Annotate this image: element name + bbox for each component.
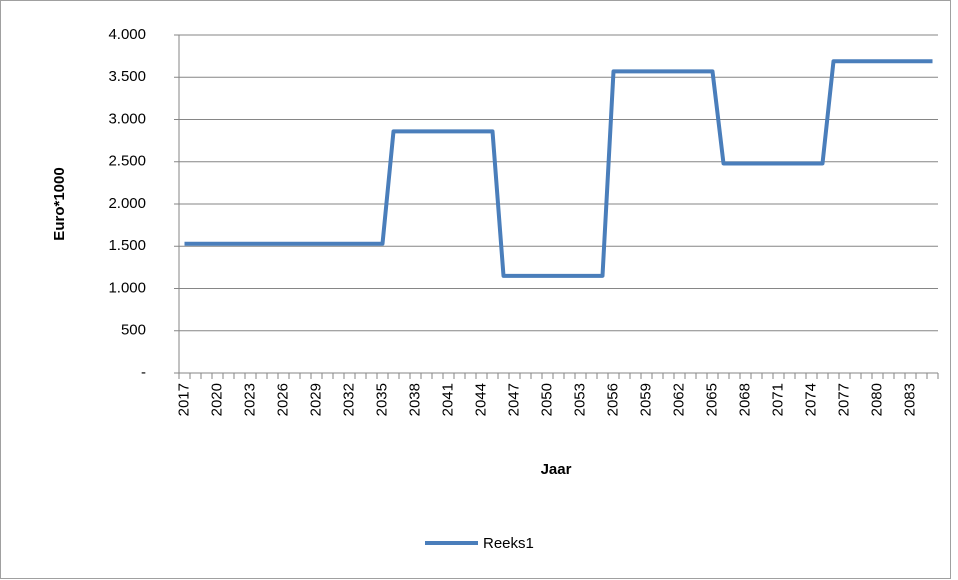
x-tick-label: 2029 bbox=[307, 383, 324, 416]
y-tick-label: 1.500 bbox=[108, 237, 146, 254]
y-axis-title: Euro*1000 bbox=[51, 167, 68, 240]
x-tick-label: 2047 bbox=[505, 383, 522, 416]
x-tick-label: 2074 bbox=[802, 383, 819, 416]
x-tick-label: 2020 bbox=[208, 383, 225, 416]
y-tick-label: 2.500 bbox=[108, 153, 146, 170]
x-tick-label: 2065 bbox=[703, 383, 720, 416]
y-tick-label: 3.500 bbox=[108, 68, 146, 85]
x-tick-label: 2032 bbox=[340, 383, 357, 416]
y-tick-label: - bbox=[141, 364, 146, 381]
y-tick-label: 500 bbox=[121, 322, 146, 339]
y-tick-label: 1.000 bbox=[108, 279, 146, 296]
x-tick-label: 2056 bbox=[604, 383, 621, 416]
y-tick-label: 3.000 bbox=[108, 110, 146, 127]
y-tick-label: 4.000 bbox=[108, 26, 146, 43]
x-tick-label: 2041 bbox=[439, 383, 456, 416]
x-tick-label: 2053 bbox=[571, 383, 588, 416]
x-tick-label: 2050 bbox=[538, 383, 555, 416]
x-axis-title: Jaar bbox=[541, 461, 572, 478]
y-tick-label: 2.000 bbox=[108, 195, 146, 212]
x-tick-label: 2026 bbox=[274, 383, 291, 416]
x-tick-label: 2038 bbox=[406, 383, 423, 416]
x-tick-label: 2044 bbox=[472, 383, 489, 416]
legend-label: Reeks1 bbox=[483, 535, 534, 552]
x-tick-label: 2071 bbox=[769, 383, 786, 416]
x-tick-label: 2035 bbox=[373, 383, 390, 416]
x-tick-label: 2017 bbox=[175, 383, 192, 416]
x-tick-label: 2062 bbox=[670, 383, 687, 416]
x-tick-label: 2080 bbox=[868, 383, 885, 416]
line-series bbox=[184, 59, 933, 278]
x-tick-label: 2068 bbox=[736, 383, 753, 416]
x-tick-label: 2059 bbox=[637, 383, 654, 416]
x-tick-label: 2077 bbox=[835, 383, 852, 416]
x-tick-label: 2023 bbox=[241, 383, 258, 416]
x-tick-label: 2083 bbox=[901, 383, 918, 416]
